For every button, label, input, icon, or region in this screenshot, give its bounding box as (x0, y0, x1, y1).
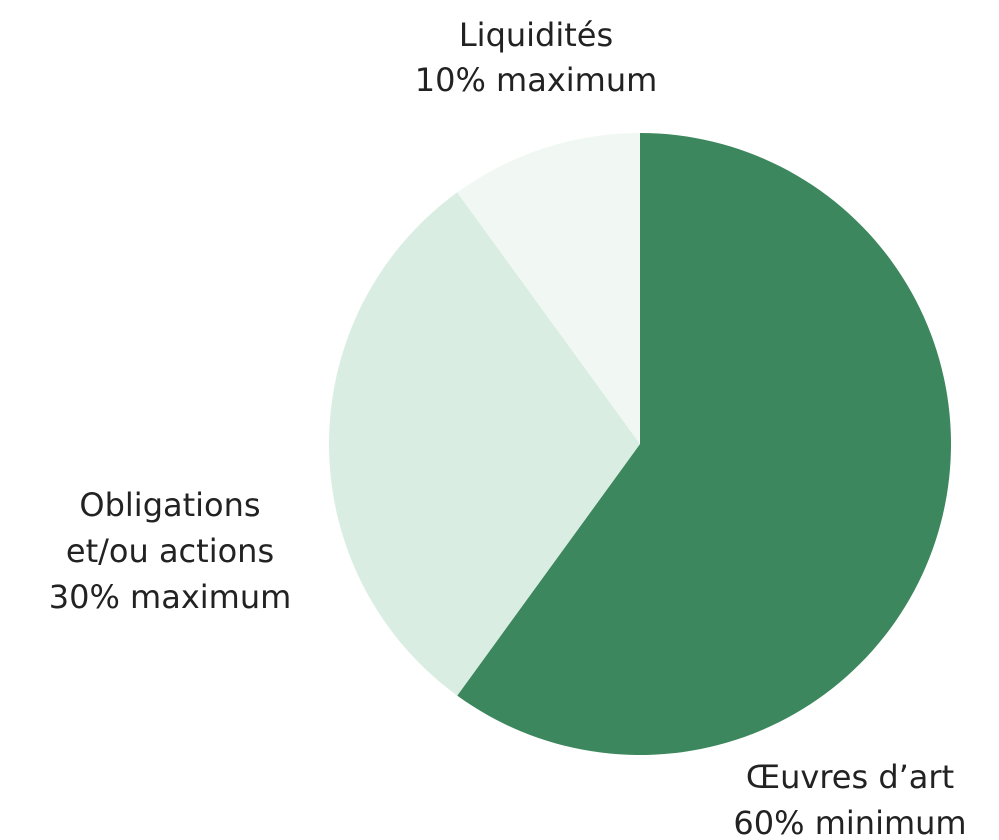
value-label: 60% minimum (733, 804, 967, 840)
slice-label: Liquidités (458, 16, 614, 54)
slice-label: Obligations et/ou actions (65, 486, 275, 570)
pie-slice (329, 192, 640, 696)
pie-slice (457, 133, 640, 444)
value-label: 30% maximum (48, 578, 292, 616)
pie-slice (457, 133, 951, 755)
value-label: 10% maximum (414, 61, 658, 99)
slice-label: Œuvres d’art (745, 758, 955, 796)
